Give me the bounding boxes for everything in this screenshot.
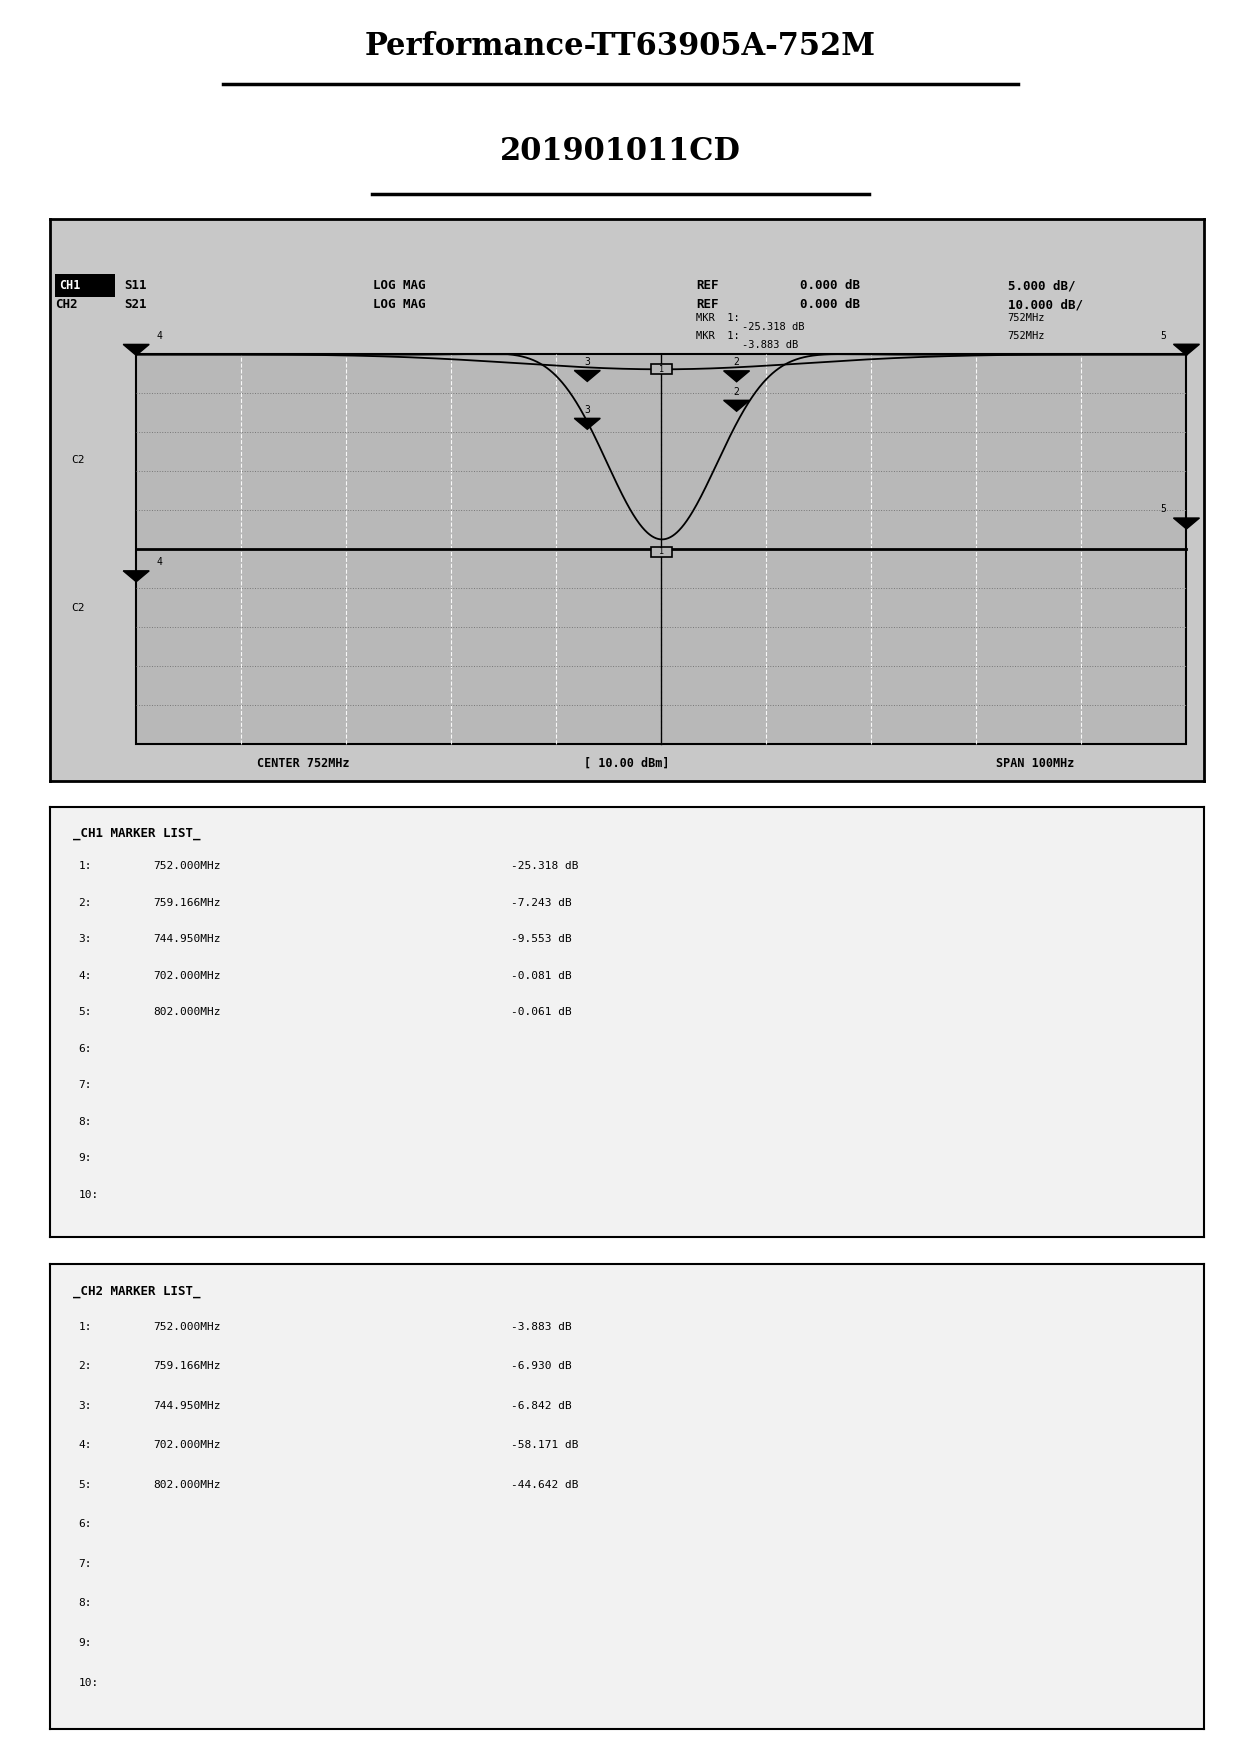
Text: LOG MAG: LOG MAG [372,279,426,291]
Text: -3.883 dB: -3.883 dB [511,1322,572,1332]
Text: -3.883 dB: -3.883 dB [742,340,798,351]
Text: 4: 4 [156,556,163,567]
Text: -6.930 dB: -6.930 dB [511,1362,572,1371]
Text: 0.000 dB: 0.000 dB [799,279,860,291]
Text: 744.950MHz: 744.950MHz [154,934,221,944]
Text: MKR  1:: MKR 1: [696,332,740,340]
Text: -0.081 dB: -0.081 dB [511,971,572,981]
Text: 7:: 7: [78,1081,92,1090]
Text: CH1: CH1 [58,279,81,291]
Text: Performance-TT63905A-752M: Performance-TT63905A-752M [365,32,876,61]
Bar [652,548,671,556]
Text: 2:: 2: [78,1362,92,1371]
Text: C2: C2 [72,455,86,465]
Text: 8:: 8: [78,1116,92,1127]
Text: -58.171 dB: -58.171 dB [511,1441,578,1450]
Text: -9.553 dB: -9.553 dB [511,934,572,944]
Text: 10.000 dB/: 10.000 dB/ [1008,298,1082,311]
Text: -6.842 dB: -6.842 dB [511,1400,572,1411]
Text: 759.166MHz: 759.166MHz [154,1362,221,1371]
Text: S21: S21 [124,298,148,311]
Text: 5: 5 [1160,504,1167,514]
Text: 2: 2 [733,386,740,397]
Text: 3: 3 [585,405,591,414]
Text: 4:: 4: [78,971,92,981]
Text: -25.318 dB: -25.318 dB [742,323,804,332]
Text: 4:: 4: [78,1441,92,1450]
Text: 702.000MHz: 702.000MHz [154,1441,221,1450]
Text: 9:: 9: [78,1637,92,1648]
Text: SPAN 100MHz: SPAN 100MHz [997,756,1075,769]
Bar [137,355,1186,744]
Text: CH2: CH2 [56,298,78,311]
Text: 6:: 6: [78,1520,92,1529]
Bar [56,274,115,297]
Text: 5.000 dB/: 5.000 dB/ [1008,279,1075,291]
Text: 1:: 1: [78,862,92,870]
Text: LOG MAG: LOG MAG [372,298,426,311]
Text: MKR  1:: MKR 1: [696,312,740,323]
Text: 10:: 10: [78,1190,99,1200]
Text: 5:: 5: [78,1479,92,1490]
Text: 0.000 dB: 0.000 dB [799,298,860,311]
Text: REF: REF [696,279,719,291]
Text: -7.243 dB: -7.243 dB [511,897,572,907]
Text: 3:: 3: [78,934,92,944]
Text: 752.000MHz: 752.000MHz [154,1322,221,1332]
Text: REF: REF [696,298,719,311]
Text: -44.642 dB: -44.642 dB [511,1479,578,1490]
Text: 5:: 5: [78,1007,92,1018]
Text: _CH1 MARKER LIST_: _CH1 MARKER LIST_ [73,827,200,839]
Bar [652,365,671,374]
Text: 752.000MHz: 752.000MHz [154,862,221,870]
Text: 1:: 1: [78,1322,92,1332]
Text: 1: 1 [659,365,664,374]
Text: -0.061 dB: -0.061 dB [511,1007,572,1018]
Text: 802.000MHz: 802.000MHz [154,1479,221,1490]
Text: 5: 5 [1160,330,1167,340]
Text: 802.000MHz: 802.000MHz [154,1007,221,1018]
Text: 8:: 8: [78,1599,92,1608]
Text: S11: S11 [124,279,148,291]
Text: CENTER 752MHz: CENTER 752MHz [257,756,350,769]
Text: 4: 4 [156,330,163,340]
Text: 759.166MHz: 759.166MHz [154,897,221,907]
Text: _CH2 MARKER LIST_: _CH2 MARKER LIST_ [73,1285,200,1297]
Text: 1: 1 [659,548,664,556]
Text: 3: 3 [585,356,591,367]
Text: 9:: 9: [78,1153,92,1164]
Text: 201901011CD: 201901011CD [500,137,741,167]
Text: 2:: 2: [78,897,92,907]
Text: C2: C2 [72,604,86,612]
Text: 752MHz: 752MHz [1008,312,1045,323]
Text: 744.950MHz: 744.950MHz [154,1400,221,1411]
Text: 2: 2 [733,358,740,367]
Text: 10:: 10: [78,1678,99,1688]
Text: 702.000MHz: 702.000MHz [154,971,221,981]
Text: [ 10.00 dBm]: [ 10.00 dBm] [585,756,669,769]
Text: 7:: 7: [78,1558,92,1569]
Text: -25.318 dB: -25.318 dB [511,862,578,870]
Text: 6:: 6: [78,1044,92,1053]
Text: 752MHz: 752MHz [1008,332,1045,340]
Text: 3:: 3: [78,1400,92,1411]
